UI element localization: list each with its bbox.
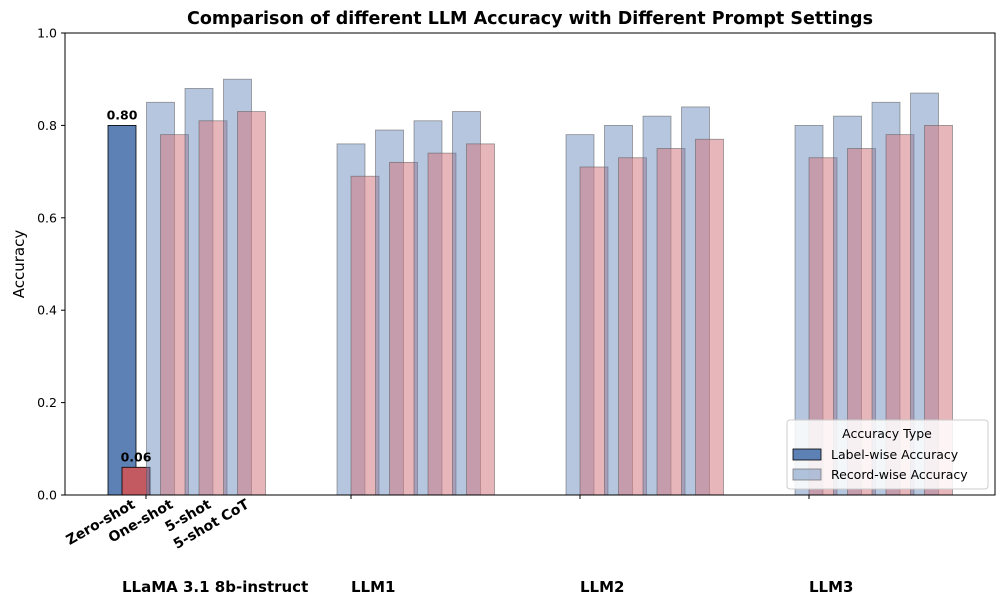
bar-label-wise [695, 138, 724, 496]
bar-label-wise [466, 143, 495, 496]
bar-label-wise [389, 161, 418, 496]
y-tick-label: 1.0 [37, 26, 57, 41]
x-group-label: LLM3 [809, 578, 853, 596]
legend-title: Accuracy Type [842, 426, 932, 441]
bar-label-wise [160, 134, 189, 496]
bar-label-wise [427, 152, 457, 496]
data-labels: 0.80 0.06 [107, 107, 152, 464]
y-tick-label: 0.8 [37, 118, 57, 133]
x-group-label: LLM1 [351, 578, 395, 596]
legend-swatch-label-wise [792, 448, 822, 461]
bar-label-wise [350, 175, 380, 496]
legend-box [786, 419, 989, 490]
legend: Accuracy Type Label-wise Accuracy Record… [786, 419, 989, 490]
plot-frame [64, 32, 996, 496]
y-axis-label: Accuracy [10, 230, 28, 299]
y-tick-label: 0.6 [37, 210, 57, 225]
bar-label-wise [618, 157, 647, 496]
bar-label-wise [237, 111, 266, 496]
y-tick-label: 0.4 [37, 303, 57, 318]
data-label: 0.80 [107, 107, 138, 122]
legend-label-record-wise: Record-wise Accuracy [831, 467, 968, 482]
bar-record-wise [107, 125, 137, 496]
chart-title: Comparison of different LLM Accuracy wit… [187, 9, 873, 29]
bar-label-wise [198, 120, 228, 496]
bar-label-wise [656, 148, 686, 496]
legend-swatch-record-wise [792, 468, 822, 481]
data-label: 0.06 [121, 449, 152, 464]
bar-label-wise [579, 166, 609, 496]
x-group-label: LLaMA 3.1 8b-instruct [122, 578, 308, 596]
x-group-label: LLM2 [580, 578, 624, 596]
y-axis: 0.0 0.2 0.4 0.6 0.8 1.0 [37, 26, 65, 503]
bar-label-wise [121, 466, 151, 496]
y-tick-label: 0.2 [37, 395, 57, 410]
y-tick-label: 0.0 [37, 488, 57, 503]
legend-label-label-wise: Label-wise Accuracy [831, 447, 959, 462]
